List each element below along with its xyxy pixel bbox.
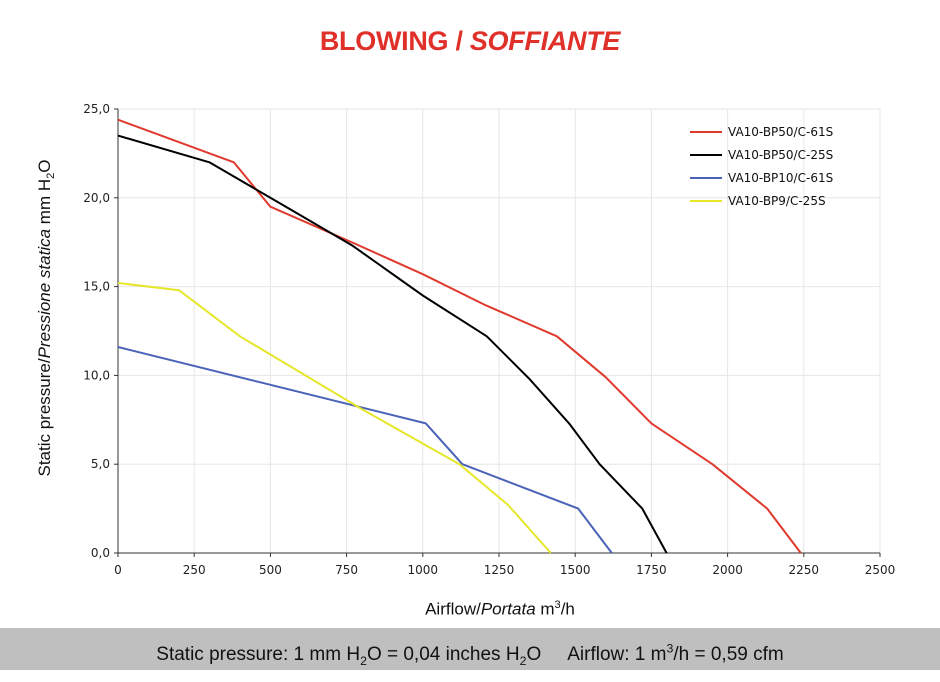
x-tick-label: 1500: [560, 563, 591, 577]
performance-chart: 0 250 500 750 1000 1250 1500 1750 2000 2250 2500 0…: [83, 102, 895, 577]
chart-title: BLOWING / SOFFIANTE: [319, 26, 621, 56]
x-tick-labels: 0 250 500 750 1000 1250 1500 1750 2000 2250 2500: [114, 563, 895, 577]
series-lines: [117, 118, 802, 554]
y-tick-label: 15,0: [83, 280, 110, 294]
y-tick-label: 5,0: [91, 457, 110, 471]
legend: VA10-BP50/C-61S VA10-BP50/C-25S VA10-BP10/…: [690, 125, 833, 208]
legend-label: VA10-BP50/C-25S: [728, 148, 833, 162]
x-tick-label: 750: [335, 563, 358, 577]
x-tick-label: 500: [259, 563, 282, 577]
x-tick-label: 1250: [484, 563, 515, 577]
airflow-conversion: Airflow: 1 m3/h = 0,59 cfm: [567, 642, 784, 666]
grid-lines: [118, 108, 881, 553]
series-line: [117, 134, 668, 554]
x-tick-label: 1000: [408, 563, 439, 577]
x-axis-label: Airflow/Portata m3/h: [425, 599, 575, 619]
y-tick-label: 20,0: [83, 191, 110, 205]
series-line: [117, 346, 613, 554]
series-line: [117, 118, 802, 554]
y-tick-label: 10,0: [83, 368, 110, 382]
legend-label: VA10-BP9/C-25S: [728, 194, 826, 208]
x-tick-label: 2000: [712, 563, 743, 577]
x-tick-label: 2250: [789, 563, 820, 577]
x-tick-label: 0: [114, 563, 122, 577]
y-tick-label: 0,0: [91, 546, 110, 560]
x-tick-label: 250: [183, 563, 206, 577]
series-line: [117, 282, 552, 554]
x-tick-label: 1750: [636, 563, 667, 577]
pressure-conversion: Static pressure: 1 mm H2O = 0,04 inches …: [156, 644, 542, 669]
legend-label: VA10-BP50/C-61S: [728, 125, 833, 139]
y-tick-label: 25,0: [83, 102, 110, 116]
legend-label: VA10-BP10/C-61S: [728, 171, 833, 185]
y-tick-labels: 0,0 5,0 10,0 15,0 20,0 25,0: [83, 102, 110, 560]
x-tick-label: 2500: [865, 563, 896, 577]
axes: [114, 108, 881, 557]
conversion-footer: Static pressure: 1 mm H2O = 0,04 inches …: [0, 628, 940, 670]
